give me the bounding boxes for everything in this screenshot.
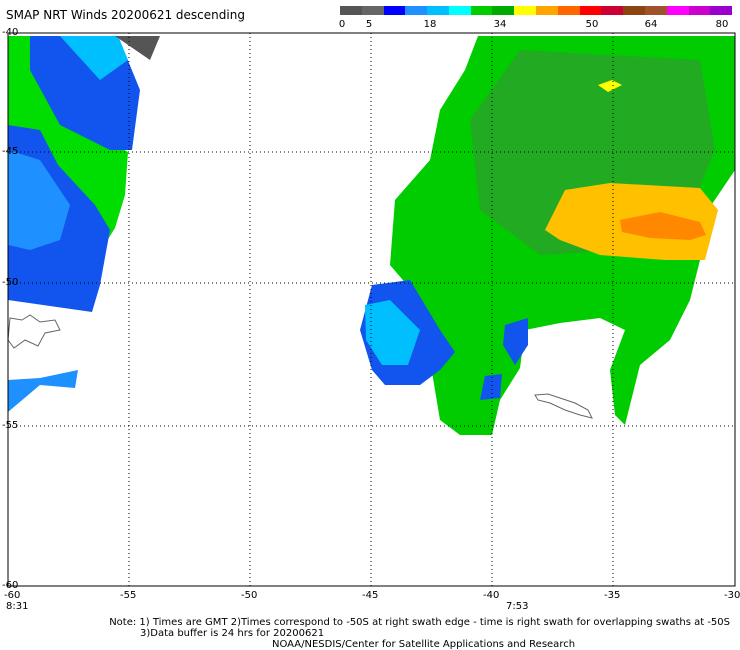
note-line-3: NOAA/NESDIS/Center for Satellite Applica…: [272, 639, 576, 650]
time-mid: 7:53: [506, 601, 529, 612]
y-tick-45: -45: [2, 146, 19, 157]
colorbar-tick-80: 80: [715, 19, 729, 30]
south-georgia-outline: [534, 393, 593, 419]
colorbar-segment: [644, 6, 667, 15]
colorbar-segment: [623, 6, 645, 15]
colorbar-tick-18: 18: [423, 19, 437, 30]
colorbar-segment: [579, 6, 602, 15]
y-tick-40: -40: [2, 27, 19, 38]
time-left: 8:31: [6, 601, 29, 612]
colorbar-segment: [361, 6, 384, 15]
wind-swath-left-gray: [115, 36, 160, 60]
colorbar-segment: [383, 6, 406, 15]
note-line-1: Note: 1) Times are GMT 2)Times correspon…: [109, 617, 730, 628]
x-tick-45: -45: [362, 590, 379, 601]
y-tick-50: -50: [2, 277, 19, 288]
wind-swath-left-lightblue: [60, 36, 128, 80]
colorbar-tick-50: 50: [585, 19, 599, 30]
x-tick-60: -60: [4, 590, 21, 601]
colorbar-segment: [405, 6, 428, 15]
colorbar-segment: [470, 6, 493, 15]
x-tick-50: -50: [241, 590, 258, 601]
colorbar-segment: [666, 6, 689, 15]
wind-swath-right-yellow-spot: [598, 80, 622, 92]
y-tick-55: -55: [2, 420, 19, 431]
falkland-islands-outline: [7, 314, 61, 349]
colorbar-segment: [427, 6, 449, 15]
y-tick-60: -60: [2, 580, 19, 591]
wind-swath-left-bottom: [8, 370, 78, 412]
note-line-2: 3)Data buffer is 24 hrs for 20200621: [140, 628, 325, 639]
wind-swath-right-blue-small2: [480, 374, 502, 400]
x-tick-35: -35: [604, 590, 621, 601]
x-tick-55: -55: [120, 590, 137, 601]
wind-swath-right-blue-small: [503, 318, 528, 365]
wind-swath-right-orange: [620, 212, 706, 240]
colorbar-segment: [601, 6, 624, 15]
colorbar-tick-0: 0: [338, 19, 346, 30]
x-tick-40: -40: [483, 590, 500, 601]
map-title: SMAP NRT Winds 20200621 descending: [6, 8, 245, 22]
colorbar-segment: [340, 6, 362, 15]
grid-lines: [8, 33, 735, 586]
colorbar-tick-34: 34: [493, 19, 507, 30]
colorbar-segment: [514, 6, 537, 15]
wind-swath-right-lightblue: [365, 300, 420, 365]
colorbar-segment: [557, 6, 580, 15]
colorbar-tick-64: 64: [644, 19, 658, 30]
colorbar-segment: [492, 6, 515, 15]
colorbar-tick-5: 5: [365, 19, 373, 30]
colorbar-segment: [710, 6, 733, 15]
colorbar: [340, 6, 733, 15]
wind-swath-left-lightblue-lower: [8, 150, 70, 250]
colorbar-segment: [448, 6, 471, 15]
colorbar-segment: [536, 6, 558, 15]
x-tick-30: -30: [724, 590, 740, 601]
colorbar-segment: [688, 6, 711, 15]
